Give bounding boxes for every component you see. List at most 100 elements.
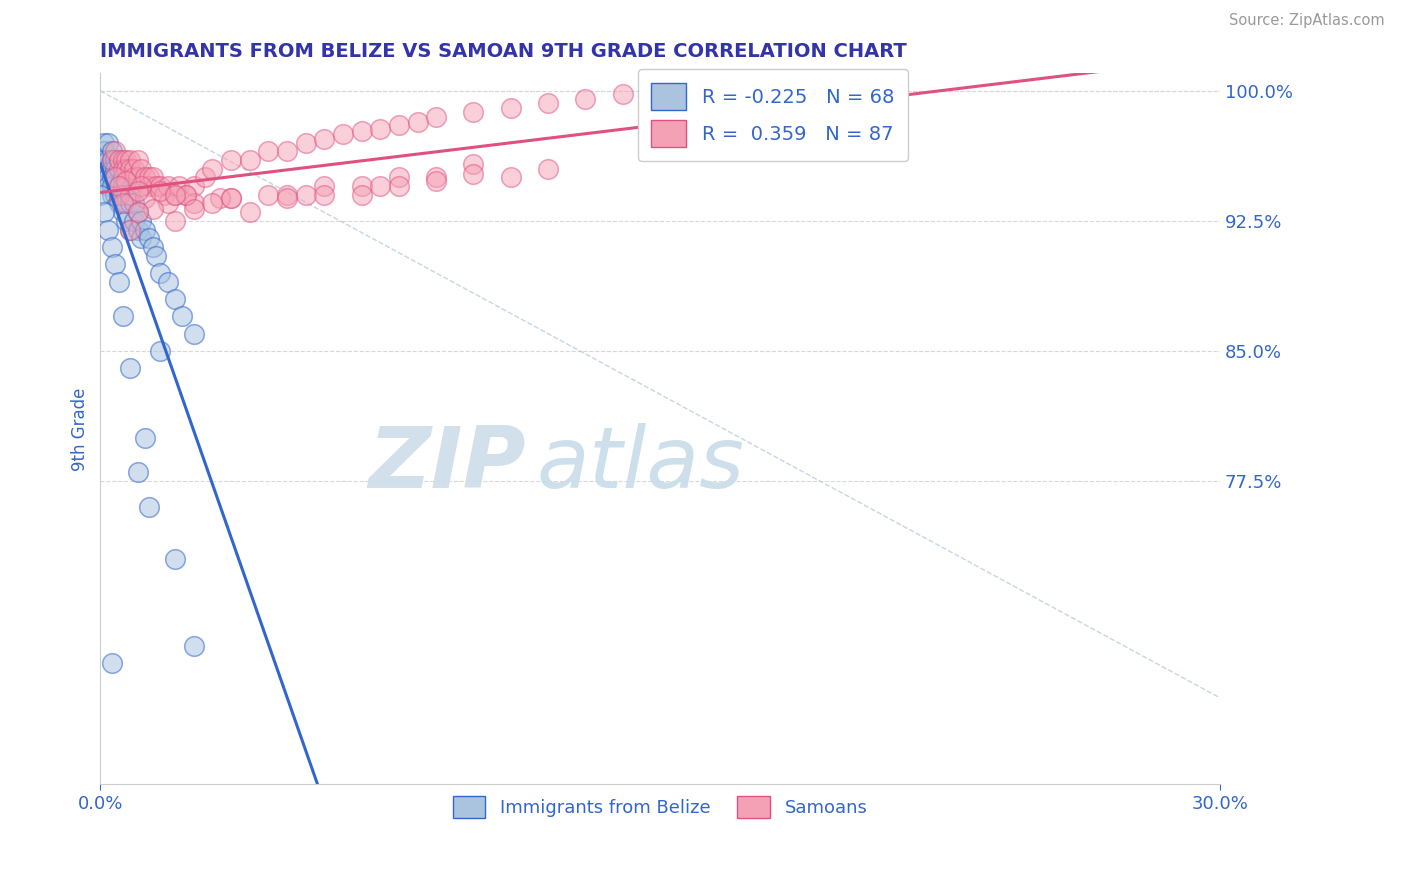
Point	[97, 222, 120, 236]
Point	[183, 196, 205, 211]
Point	[183, 179, 205, 194]
Point	[122, 196, 145, 211]
Point	[100, 187, 122, 202]
Point	[111, 153, 134, 168]
Y-axis label: 9th Grade: 9th Grade	[72, 387, 89, 471]
Point	[163, 214, 186, 228]
Point	[120, 361, 142, 376]
Point	[120, 222, 142, 236]
Point	[183, 326, 205, 341]
Point	[93, 170, 115, 185]
Point	[149, 343, 172, 358]
Point	[104, 257, 127, 271]
Point	[174, 187, 197, 202]
Point	[276, 187, 298, 202]
Point	[97, 170, 120, 185]
Point	[149, 266, 172, 280]
Point	[104, 161, 127, 176]
Point	[239, 205, 262, 219]
Point	[134, 431, 156, 445]
Text: IMMIGRANTS FROM BELIZE VS SAMOAN 9TH GRADE CORRELATION CHART: IMMIGRANTS FROM BELIZE VS SAMOAN 9TH GRA…	[100, 42, 907, 61]
Point	[138, 170, 160, 185]
Point	[350, 123, 373, 137]
Point	[276, 145, 298, 159]
Point	[111, 196, 134, 211]
Point	[115, 174, 138, 188]
Point	[134, 191, 156, 205]
Point	[108, 187, 131, 202]
Text: Source: ZipAtlas.com: Source: ZipAtlas.com	[1229, 13, 1385, 29]
Point	[97, 153, 120, 168]
Point	[127, 222, 149, 236]
Point	[156, 196, 179, 211]
Point	[100, 153, 122, 168]
Point	[127, 153, 149, 168]
Point	[108, 161, 131, 176]
Point	[89, 161, 111, 176]
Point	[93, 205, 115, 219]
Point	[108, 179, 131, 194]
Point	[115, 214, 138, 228]
Point	[111, 309, 134, 323]
Point	[120, 161, 142, 176]
Point	[219, 191, 242, 205]
Point	[89, 153, 111, 168]
Point	[115, 153, 138, 168]
Point	[120, 153, 142, 168]
Point	[104, 170, 127, 185]
Point	[612, 87, 634, 102]
Point	[183, 639, 205, 653]
Point	[163, 187, 186, 202]
Point	[201, 196, 224, 211]
Point	[314, 187, 336, 202]
Point	[368, 122, 391, 136]
Point	[100, 153, 122, 168]
Point	[314, 132, 336, 146]
Point	[104, 145, 127, 159]
Point	[368, 179, 391, 194]
Point	[104, 170, 127, 185]
Point	[111, 170, 134, 185]
Point	[425, 110, 447, 124]
Point	[156, 179, 179, 194]
Point	[97, 161, 120, 176]
Point	[152, 187, 174, 202]
Point	[93, 136, 115, 150]
Point	[97, 136, 120, 150]
Point	[156, 275, 179, 289]
Point	[499, 170, 522, 185]
Point	[127, 185, 149, 199]
Point	[104, 187, 127, 202]
Point	[201, 161, 224, 176]
Point	[122, 170, 145, 185]
Point	[294, 187, 316, 202]
Point	[463, 156, 485, 170]
Point	[127, 170, 149, 185]
Point	[122, 161, 145, 176]
Point	[127, 465, 149, 479]
Point	[108, 275, 131, 289]
Point	[276, 191, 298, 205]
Point	[149, 185, 172, 199]
Point	[138, 500, 160, 514]
Point	[120, 196, 142, 211]
Point	[332, 127, 354, 141]
Point	[145, 179, 167, 194]
Point	[219, 191, 242, 205]
Point	[142, 240, 165, 254]
Point	[108, 196, 131, 211]
Point	[115, 196, 138, 211]
Point	[314, 179, 336, 194]
Point	[115, 161, 138, 176]
Point	[463, 104, 485, 119]
Point	[89, 187, 111, 202]
Point	[115, 187, 138, 202]
Point	[574, 92, 596, 106]
Point	[537, 161, 560, 176]
Point	[131, 231, 153, 245]
Point	[111, 161, 134, 176]
Point	[239, 153, 262, 168]
Point	[257, 145, 280, 159]
Point	[120, 222, 142, 236]
Point	[174, 187, 197, 202]
